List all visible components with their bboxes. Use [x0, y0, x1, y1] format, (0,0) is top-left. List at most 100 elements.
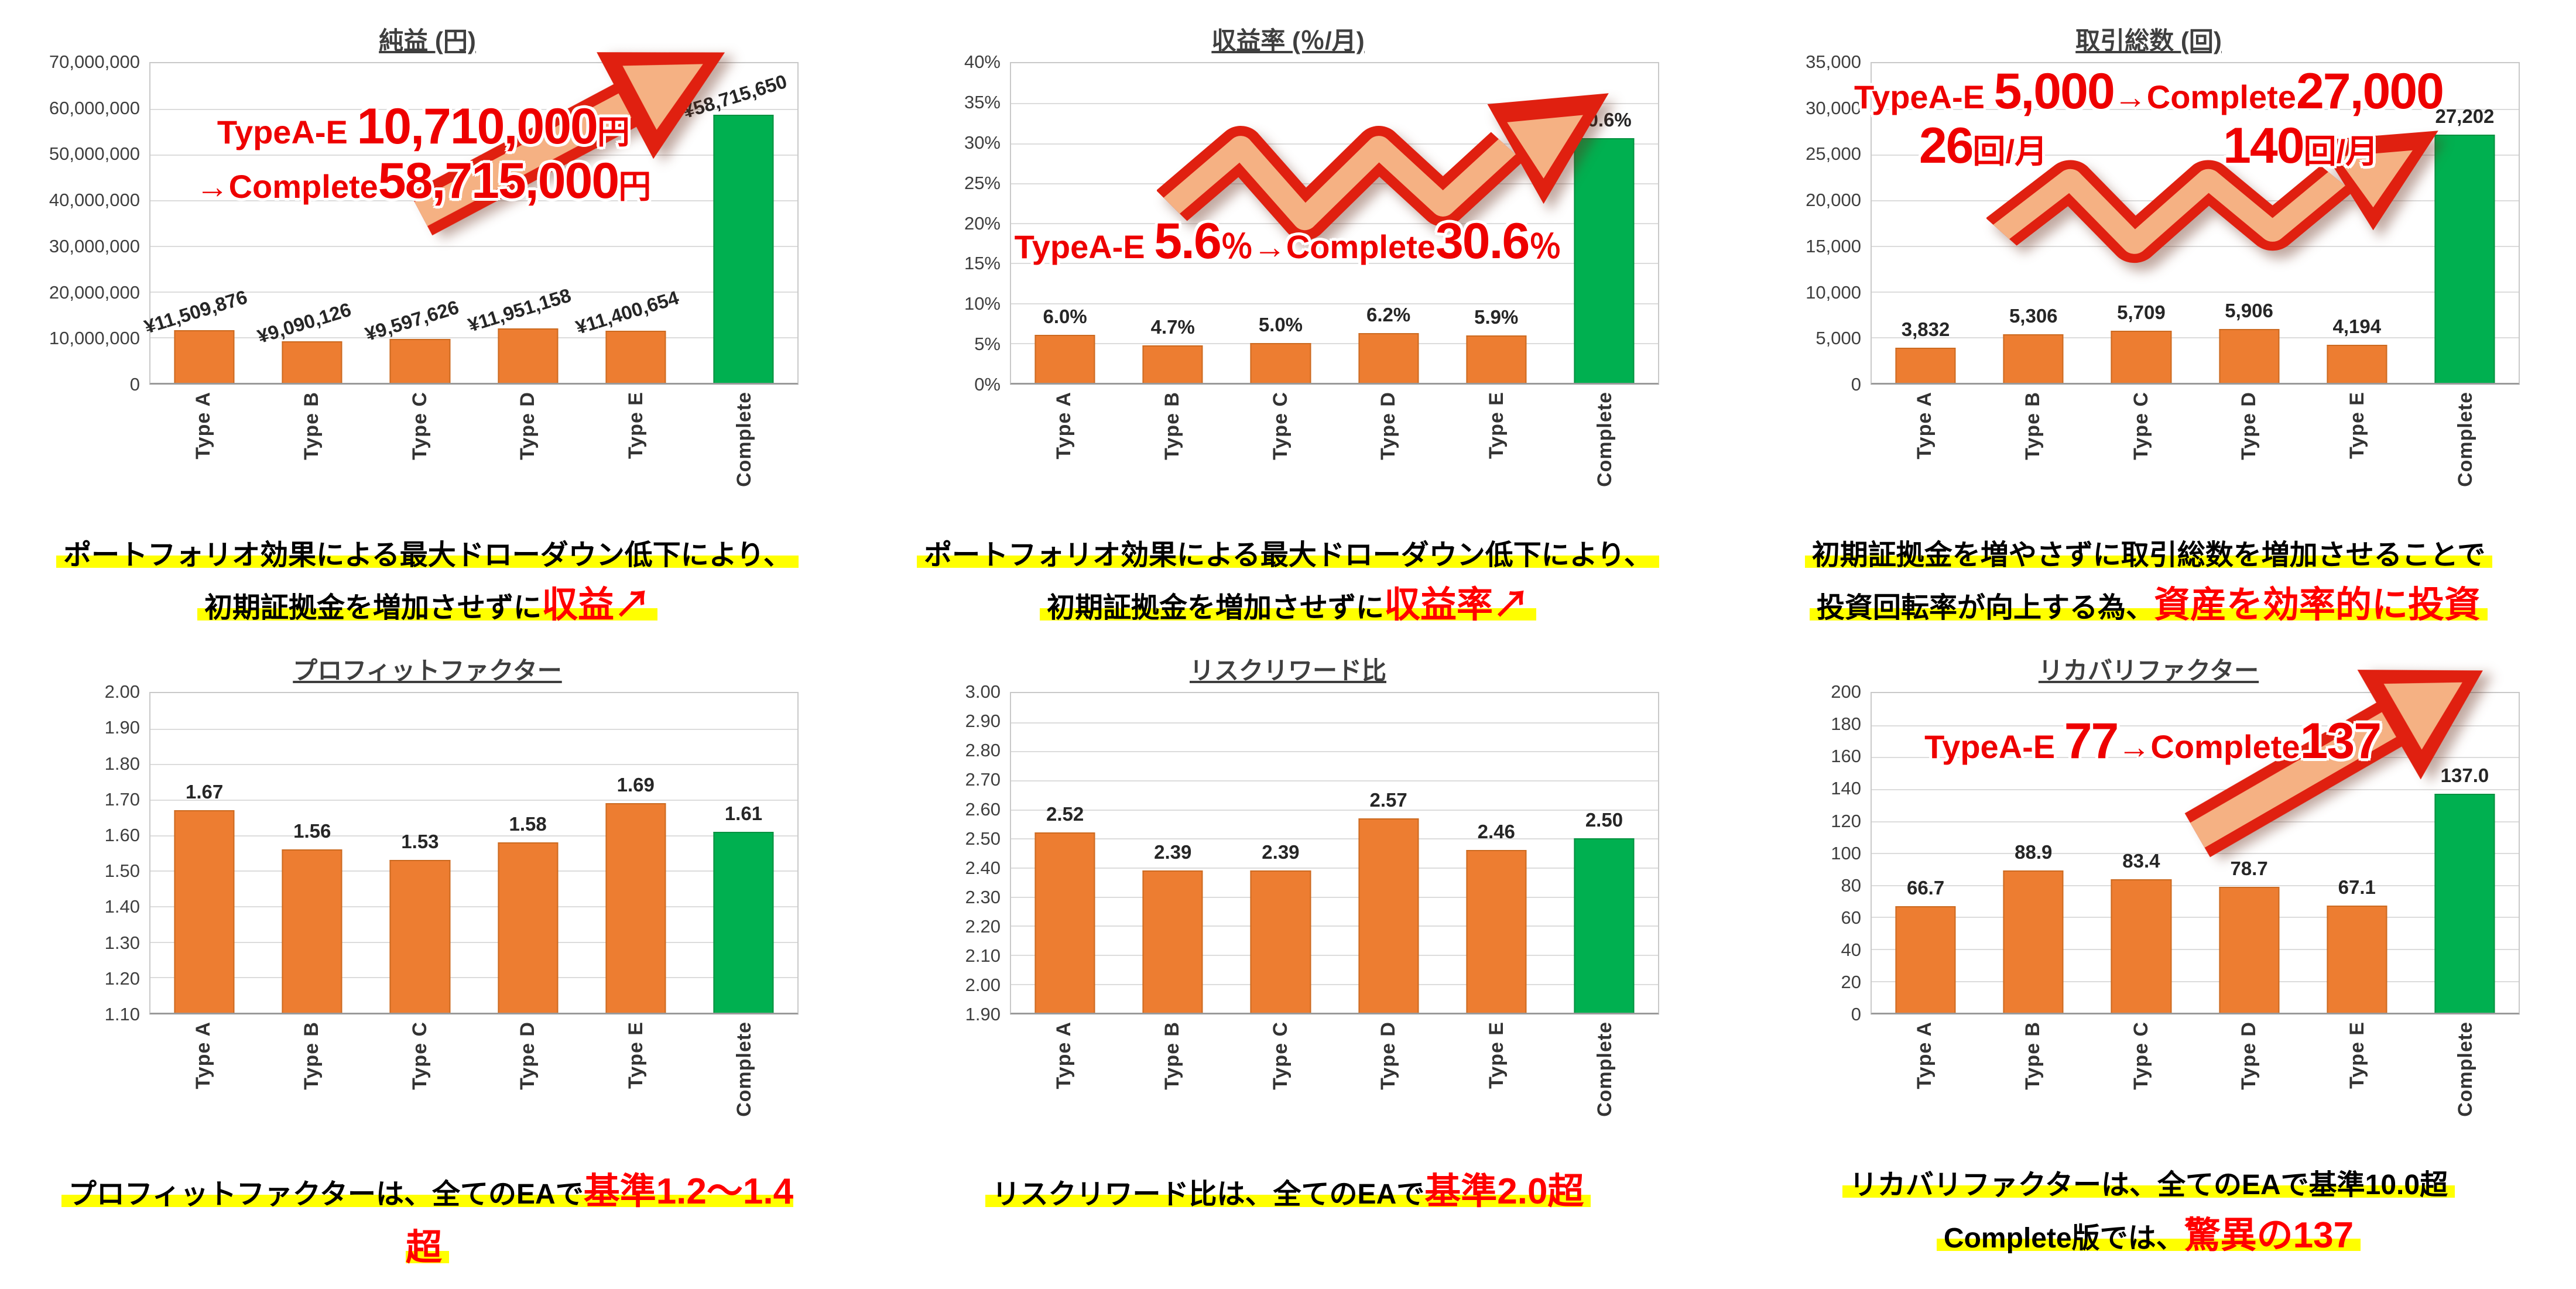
caption-text: 基準2.0超 [1424, 1171, 1584, 1212]
y-tick-label: 30,000,000 [49, 235, 140, 256]
x-axis-label: Type C [2129, 1021, 2152, 1090]
x-axis-label: Complete [733, 1021, 756, 1117]
bar-value-label: 1.56 [293, 820, 331, 842]
x-label-cell: Type C [1227, 392, 1335, 522]
bar-type [1250, 870, 1311, 1013]
gridline [1011, 838, 1658, 840]
bar-value-label: 27,202 [2435, 105, 2495, 127]
annotation: TypeA-E 5.6％→Complete30.6％ [917, 214, 1659, 269]
y-tick-label: 1.90 [104, 717, 140, 738]
y-tick-label: 5,000 [1815, 328, 1861, 349]
annotation-text: 5.6 [1154, 212, 1222, 269]
y-tick-label: 25% [964, 172, 1001, 193]
y-tick-label: 20 [1841, 972, 1861, 993]
chart-cell: リカバリファクター 200 180 160 140 120 100 80 60 40 20 0 66… [1762, 654, 2535, 1280]
bar-type [2219, 328, 2280, 383]
chart-cell: プロフィットファクター 2.00 1.90 1.80 1.70 1.60 1.50 1.40… [41, 654, 814, 1280]
x-axis-label: Type B [300, 1021, 323, 1090]
x-axis-label: Type C [2129, 392, 2152, 460]
caption-highlight: リスクリワード比は、全てのEAで基準2.0超 [985, 1171, 1591, 1212]
caption-text: Complete版では、 [1943, 1222, 2184, 1254]
y-axis: 2.00 1.90 1.80 1.70 1.60 1.50 1.40 1.30 1.20 1.10 [41, 681, 149, 1024]
bar-type [1034, 335, 1095, 383]
bar-column: 1.58 [474, 693, 582, 1013]
gridline [1011, 303, 1658, 304]
bar-column: 5.0% [1227, 63, 1334, 383]
x-label-cell: Complete [1551, 1021, 1659, 1152]
bar-type [1142, 870, 1203, 1013]
x-axis-label: Complete [733, 392, 756, 487]
y-tick-label: 10,000 [1806, 282, 1861, 303]
y-tick-label: 2.00 [965, 975, 1001, 996]
x-label-cell: Type E [2303, 392, 2411, 522]
x-axis-label: Type D [1377, 392, 1400, 460]
bar-value-label: 2.52 [1046, 803, 1084, 825]
y-axis: 70,000,000 60,000,000 50,000,000 40,000,000… [41, 52, 149, 395]
chart-panel: リカバリファクター 200 180 160 140 120 100 80 60 40 20 0 66… [1762, 654, 2535, 1153]
plot-wrap: 2.52 2.39 2.39 2.57 2.46 2.50 Type A Type B Typ… [1010, 692, 1659, 1152]
y-tick-label: 2.10 [965, 945, 1001, 966]
bar-value-label: 6.0% [1043, 306, 1087, 328]
y-tick-label: 20% [964, 212, 1001, 234]
bar-column: 27,202 [2411, 63, 2519, 383]
bar-value-label: 2.57 [1369, 789, 1407, 811]
gridline [1872, 948, 2519, 950]
caption-highlight: 初期証拠金を増加させずに収益率↗ [1039, 585, 1537, 625]
gridline [150, 337, 797, 338]
bar-value-label: 1.67 [185, 781, 224, 803]
bar-column: 2.57 [1335, 693, 1443, 1013]
x-axis-label: Type B [300, 392, 323, 460]
x-label-cell: Type A [149, 392, 258, 522]
bar-value-label: 5.9% [1474, 306, 1519, 328]
bar-type [282, 849, 342, 1013]
x-label-cell: Type A [1871, 392, 1979, 522]
gridline [1872, 246, 2519, 247]
caption-text: 基準1.2～1.4超 [405, 1171, 794, 1269]
x-label-cell: Type E [582, 1021, 690, 1152]
plot-area: 1.67 1.56 1.53 1.58 1.69 1.61 [149, 692, 799, 1015]
chart-panel: 収益率 (％/月) 40% 35% 30% 25% 20% 15% 10% 5% 0% 6.0%… [902, 25, 1674, 523]
y-tick-label: 30,000 [1806, 97, 1861, 118]
bar-type [1142, 345, 1203, 383]
plot-wrap: ¥11,509,876 ¥9,090,126 ¥9,597,626 ¥11,951,1… [142, 62, 799, 522]
caption-highlight: 初期証拠金を増やさずに取引総数を増加させることで [1804, 540, 2493, 571]
annotation-text: TypeA-E [217, 113, 357, 150]
caption-text: 収益↗ [542, 585, 651, 626]
x-axis-label: Type A [1052, 1021, 1075, 1089]
annotation-text: TypeA-E [1854, 78, 1994, 116]
bar-type [498, 842, 559, 1013]
caption-text: 驚異の137 [2184, 1215, 2354, 1256]
gridline [150, 835, 797, 837]
annotation-line: TypeA-E 5,000→Complete27,000 [1777, 64, 2519, 119]
trend-zigzag-arrow-icon [1986, 131, 2438, 263]
bar-value-label: 5,306 [2009, 305, 2058, 327]
bar-type [1466, 335, 1527, 383]
bar-type [389, 339, 450, 383]
bar-type [605, 803, 666, 1013]
annotation-text: 77 [2064, 713, 2119, 770]
x-label-cell: Type B [258, 392, 366, 522]
chart-title: 収益率 (％/月) [1211, 27, 1365, 54]
x-label-cell: Complete [2411, 1021, 2520, 1152]
bar-value-label: 1.58 [509, 813, 547, 835]
y-tick-label: 30% [964, 132, 1001, 153]
bar-column: 4,194 [2303, 63, 2411, 383]
y-tick-label: 2.90 [965, 711, 1001, 732]
bar-column: 6.2% [1335, 63, 1443, 383]
bar-type [2111, 879, 2171, 1013]
annotation-text: ％ [1529, 228, 1562, 265]
y-tick-label: 60,000,000 [49, 97, 140, 118]
y-axis: 200 180 160 140 120 100 80 60 40 20 0 [1762, 681, 1871, 1024]
gridline [1011, 867, 1658, 869]
annotation-line: →Complete58,715,000円 [72, 153, 775, 208]
bar-column: ¥9,090,126 [255, 63, 366, 383]
caption-text: リカバリファクターは、全てのEAで基準10.0超 [1849, 1170, 2448, 1201]
bar-column: 83.4 [2087, 693, 2195, 1013]
x-axis-label: Type D [516, 1021, 539, 1090]
bar-column: 2.39 [1119, 693, 1227, 1013]
x-axis-labels: Type A Type B Type C Type D Type E Complete [1871, 385, 2520, 522]
bar-value-label: 88.9 [2015, 841, 2053, 863]
caption-line: リスクリワード比は、全てのEAで基準2.0超 [902, 1164, 1674, 1220]
caption-highlight: ポートフォリオ効果による最大ドローダウン低下により、 [56, 540, 799, 571]
y-tick-label: 2.40 [965, 857, 1001, 878]
